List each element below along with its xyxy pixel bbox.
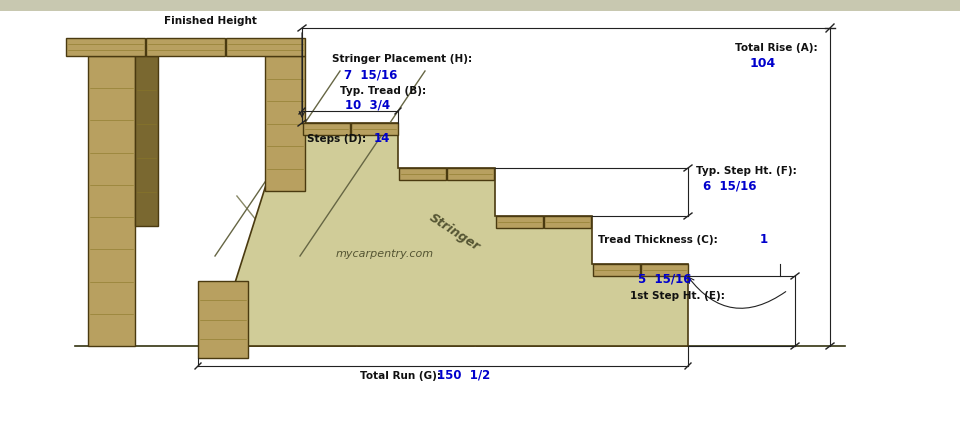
- Bar: [302, 124, 349, 136]
- Bar: [640, 265, 687, 276]
- Bar: [265, 57, 305, 192]
- Text: 150  1/2: 150 1/2: [437, 368, 491, 381]
- Bar: [495, 216, 542, 228]
- Bar: [135, 57, 158, 227]
- Bar: [65, 39, 145, 57]
- Text: Finished Height: Finished Height: [163, 16, 256, 26]
- Polygon shape: [215, 72, 688, 346]
- Text: Total Rise (A):: Total Rise (A):: [735, 43, 818, 53]
- Text: mycarpentry.com: mycarpentry.com: [336, 248, 434, 259]
- Text: 6  15/16: 6 15/16: [703, 180, 756, 193]
- Bar: [350, 124, 397, 136]
- Text: 1: 1: [760, 233, 768, 245]
- Text: Typ. Step Ht. (F):: Typ. Step Ht. (F):: [696, 166, 797, 176]
- Bar: [198, 281, 248, 358]
- Text: 104: 104: [750, 57, 777, 70]
- Text: 14: 14: [374, 132, 391, 145]
- Bar: [226, 39, 304, 57]
- Text: Stringer Placement (H):: Stringer Placement (H):: [332, 55, 472, 64]
- Bar: [398, 169, 445, 181]
- Text: Stringer: Stringer: [427, 210, 483, 253]
- Text: 10  3/4: 10 3/4: [345, 98, 390, 111]
- Bar: [146, 39, 225, 57]
- Bar: [0, 0, 960, 12]
- Bar: [446, 169, 493, 181]
- Text: 1st Step Ht. (E):: 1st Step Ht. (E):: [630, 290, 725, 300]
- Text: Steps (D):: Steps (D):: [307, 134, 366, 144]
- Bar: [88, 57, 135, 346]
- Text: 5  15/16: 5 15/16: [638, 271, 691, 284]
- Text: Tread Thickness (C):: Tread Thickness (C):: [598, 234, 718, 245]
- Text: Typ. Tread (B):: Typ. Tread (B):: [340, 86, 426, 96]
- Text: Total Run (G):: Total Run (G):: [360, 370, 441, 380]
- Text: 7  15/16: 7 15/16: [344, 68, 397, 81]
- Bar: [592, 265, 639, 276]
- Bar: [543, 216, 590, 228]
